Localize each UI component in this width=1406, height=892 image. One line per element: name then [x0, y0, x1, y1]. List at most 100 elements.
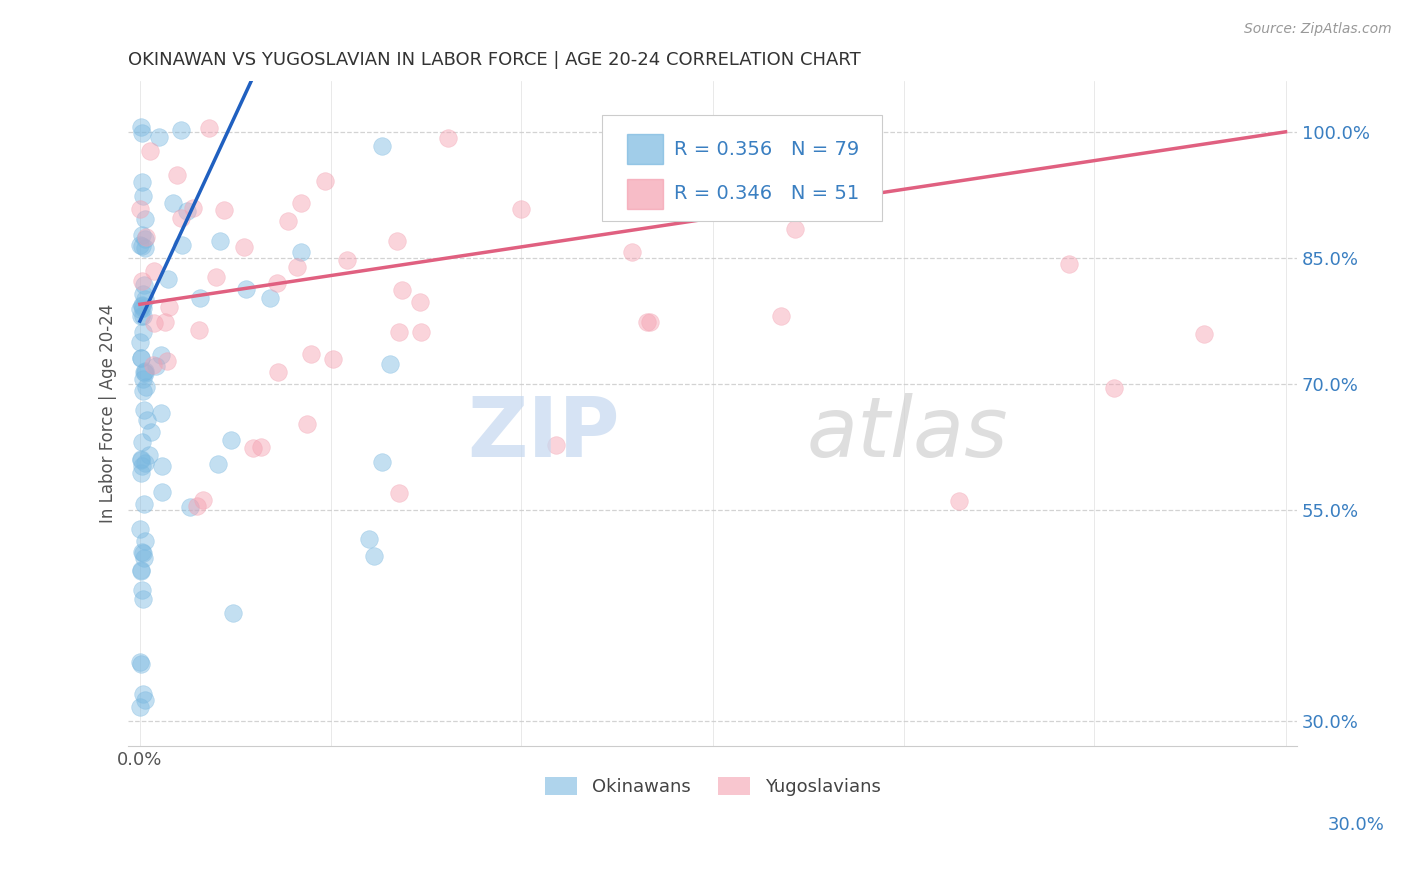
Point	[181, 201, 204, 215]
Point	[250, 440, 273, 454]
Point	[207, 457, 229, 471]
Point	[132, 287, 155, 301]
Point	[172, 238, 194, 252]
Point	[129, 655, 152, 669]
Point	[131, 228, 153, 243]
Point	[205, 269, 228, 284]
Point	[1192, 326, 1215, 341]
Point	[436, 130, 458, 145]
Text: ZIP: ZIP	[467, 393, 619, 475]
Point	[219, 433, 242, 447]
Point	[299, 347, 322, 361]
Text: Source: ZipAtlas.com: Source: ZipAtlas.com	[1244, 22, 1392, 37]
Point	[295, 417, 318, 431]
Point	[134, 497, 156, 511]
Point	[132, 301, 155, 316]
Point	[132, 325, 155, 339]
Text: R = 0.356   N = 79: R = 0.356 N = 79	[675, 140, 859, 159]
Point	[131, 372, 153, 386]
Point	[371, 455, 394, 469]
Point	[129, 657, 152, 671]
Point	[136, 413, 159, 427]
Text: OKINAWAN VS YUGOSLAVIAN IN LABOR FORCE | AGE 20-24 CORRELATION CHART: OKINAWAN VS YUGOSLAVIAN IN LABOR FORCE |…	[128, 51, 862, 69]
Point	[142, 317, 165, 331]
Legend: Okinawans, Yugoslavians: Okinawans, Yugoslavians	[537, 770, 887, 804]
Point	[380, 357, 402, 371]
Point	[166, 168, 188, 182]
Point	[132, 551, 155, 566]
Point	[129, 237, 152, 252]
Point	[131, 274, 153, 288]
Point	[290, 195, 312, 210]
Point	[770, 309, 793, 323]
Point	[142, 358, 165, 372]
Point	[176, 204, 198, 219]
Point	[129, 202, 152, 216]
Point	[132, 546, 155, 560]
Point	[131, 434, 153, 449]
Point	[134, 364, 156, 378]
Y-axis label: In Labor Force | Age 20-24: In Labor Force | Age 20-24	[100, 304, 117, 524]
Point	[322, 352, 344, 367]
Point	[363, 549, 385, 563]
Point	[132, 309, 155, 323]
Point	[134, 293, 156, 307]
Point	[150, 458, 173, 473]
Text: R = 0.346   N = 51: R = 0.346 N = 51	[675, 185, 859, 203]
Point	[214, 203, 236, 218]
Text: atlas: atlas	[806, 393, 1008, 475]
Point	[132, 278, 155, 293]
Point	[135, 229, 157, 244]
Point	[783, 222, 806, 236]
Point	[131, 299, 153, 313]
Point	[135, 380, 157, 394]
Bar	[627, 179, 662, 209]
Point	[242, 442, 264, 456]
Point	[162, 196, 184, 211]
Point	[385, 235, 408, 249]
Point	[141, 425, 163, 440]
Point	[197, 120, 219, 135]
Bar	[627, 134, 662, 164]
Point	[150, 348, 173, 362]
Point	[150, 484, 173, 499]
Point	[1102, 381, 1125, 395]
Point	[287, 260, 309, 275]
Point	[186, 499, 208, 513]
Point	[155, 315, 177, 329]
Point	[134, 241, 156, 255]
Point	[132, 189, 155, 203]
Point	[179, 500, 201, 514]
Point	[388, 485, 411, 500]
Point	[129, 565, 152, 579]
Point	[129, 334, 152, 349]
Point	[156, 354, 179, 368]
Point	[131, 298, 153, 312]
Point	[132, 402, 155, 417]
Point	[391, 283, 413, 297]
Point	[277, 213, 299, 227]
Point	[132, 687, 155, 701]
Point	[157, 301, 180, 315]
Point	[134, 211, 156, 226]
Point	[188, 291, 211, 305]
Point	[131, 545, 153, 559]
Point	[411, 325, 433, 339]
Point	[134, 533, 156, 548]
Point	[620, 245, 643, 260]
Point	[145, 359, 167, 373]
Point	[131, 175, 153, 189]
Point	[636, 315, 658, 329]
Point	[388, 325, 411, 339]
Point	[129, 452, 152, 467]
Point	[191, 493, 214, 508]
Point	[129, 453, 152, 467]
Point	[266, 276, 288, 290]
Point	[359, 532, 381, 546]
Point	[131, 310, 153, 324]
Point	[156, 271, 179, 285]
Point	[129, 466, 152, 480]
Point	[290, 245, 312, 260]
Point	[129, 301, 152, 316]
Point	[134, 232, 156, 246]
